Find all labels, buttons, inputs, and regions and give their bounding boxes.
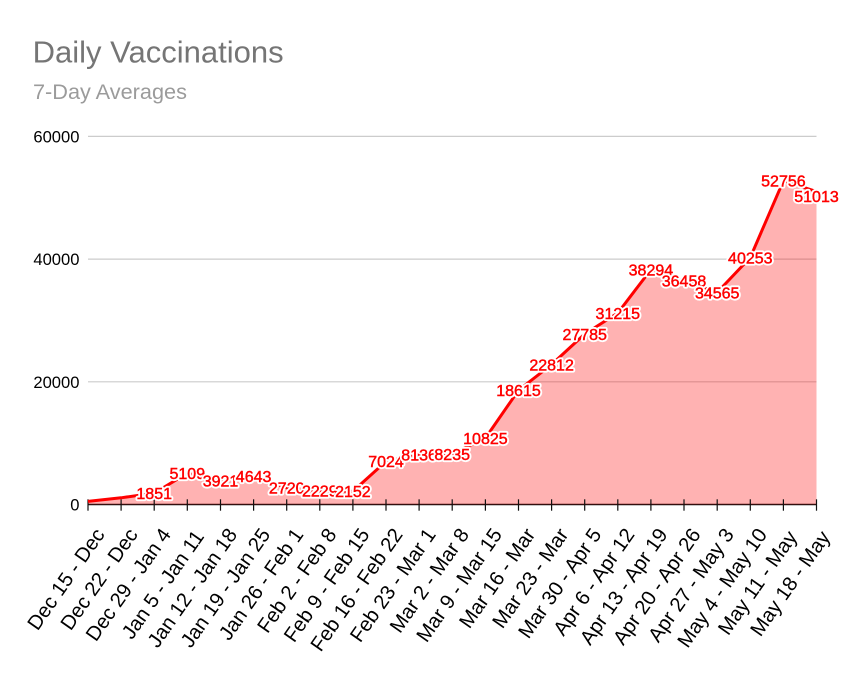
svg-text:2152: 2152	[335, 484, 371, 501]
svg-text:2229: 2229	[302, 484, 338, 501]
svg-text:8136: 8136	[401, 447, 437, 464]
svg-text:0: 0	[70, 496, 79, 515]
svg-text:2720: 2720	[269, 481, 305, 498]
svg-text:3921: 3921	[203, 473, 239, 490]
svg-text:60000: 60000	[33, 128, 79, 147]
svg-text:51013: 51013	[794, 189, 839, 206]
svg-text:4643: 4643	[236, 469, 272, 486]
svg-text:2720: 2720	[269, 481, 305, 498]
svg-text:Daily Vaccinations: Daily Vaccinations	[33, 34, 284, 69]
svg-text:5109: 5109	[170, 466, 206, 483]
svg-text:38294: 38294	[629, 262, 674, 279]
svg-text:22812: 22812	[529, 357, 574, 374]
svg-text:52756: 52756	[761, 174, 806, 191]
svg-text:34565: 34565	[695, 285, 740, 302]
svg-text:36458: 36458	[662, 274, 707, 291]
svg-text:22812: 22812	[529, 357, 574, 374]
svg-text:34565: 34565	[695, 285, 740, 302]
svg-text:40253: 40253	[728, 250, 773, 267]
svg-text:5109: 5109	[170, 466, 206, 483]
svg-text:8235: 8235	[434, 447, 470, 464]
svg-text:8136: 8136	[401, 447, 437, 464]
svg-text:40253: 40253	[728, 250, 773, 267]
svg-text:4643: 4643	[236, 469, 272, 486]
svg-text:31215: 31215	[596, 306, 641, 323]
svg-text:27785: 27785	[562, 327, 607, 344]
svg-text:27785: 27785	[562, 327, 607, 344]
svg-text:2229: 2229	[302, 484, 338, 501]
svg-text:40000: 40000	[33, 250, 79, 269]
svg-text:31215: 31215	[596, 306, 641, 323]
svg-text:10825: 10825	[463, 431, 508, 448]
svg-text:51013: 51013	[794, 189, 839, 206]
svg-text:38294: 38294	[629, 262, 674, 279]
svg-text:7024: 7024	[368, 454, 404, 471]
svg-text:1851: 1851	[136, 486, 172, 503]
svg-text:52756: 52756	[761, 174, 806, 191]
svg-text:1851: 1851	[136, 486, 172, 503]
svg-text:18615: 18615	[496, 383, 541, 400]
svg-text:7024: 7024	[368, 454, 404, 471]
svg-text:8235: 8235	[434, 447, 470, 464]
svg-text:3921: 3921	[203, 473, 239, 490]
svg-text:7-Day Averages: 7-Day Averages	[33, 79, 187, 104]
svg-text:18615: 18615	[496, 383, 541, 400]
svg-text:36458: 36458	[662, 274, 707, 291]
svg-text:2152: 2152	[335, 484, 371, 501]
svg-text:10825: 10825	[463, 431, 508, 448]
svg-text:20000: 20000	[33, 373, 79, 392]
